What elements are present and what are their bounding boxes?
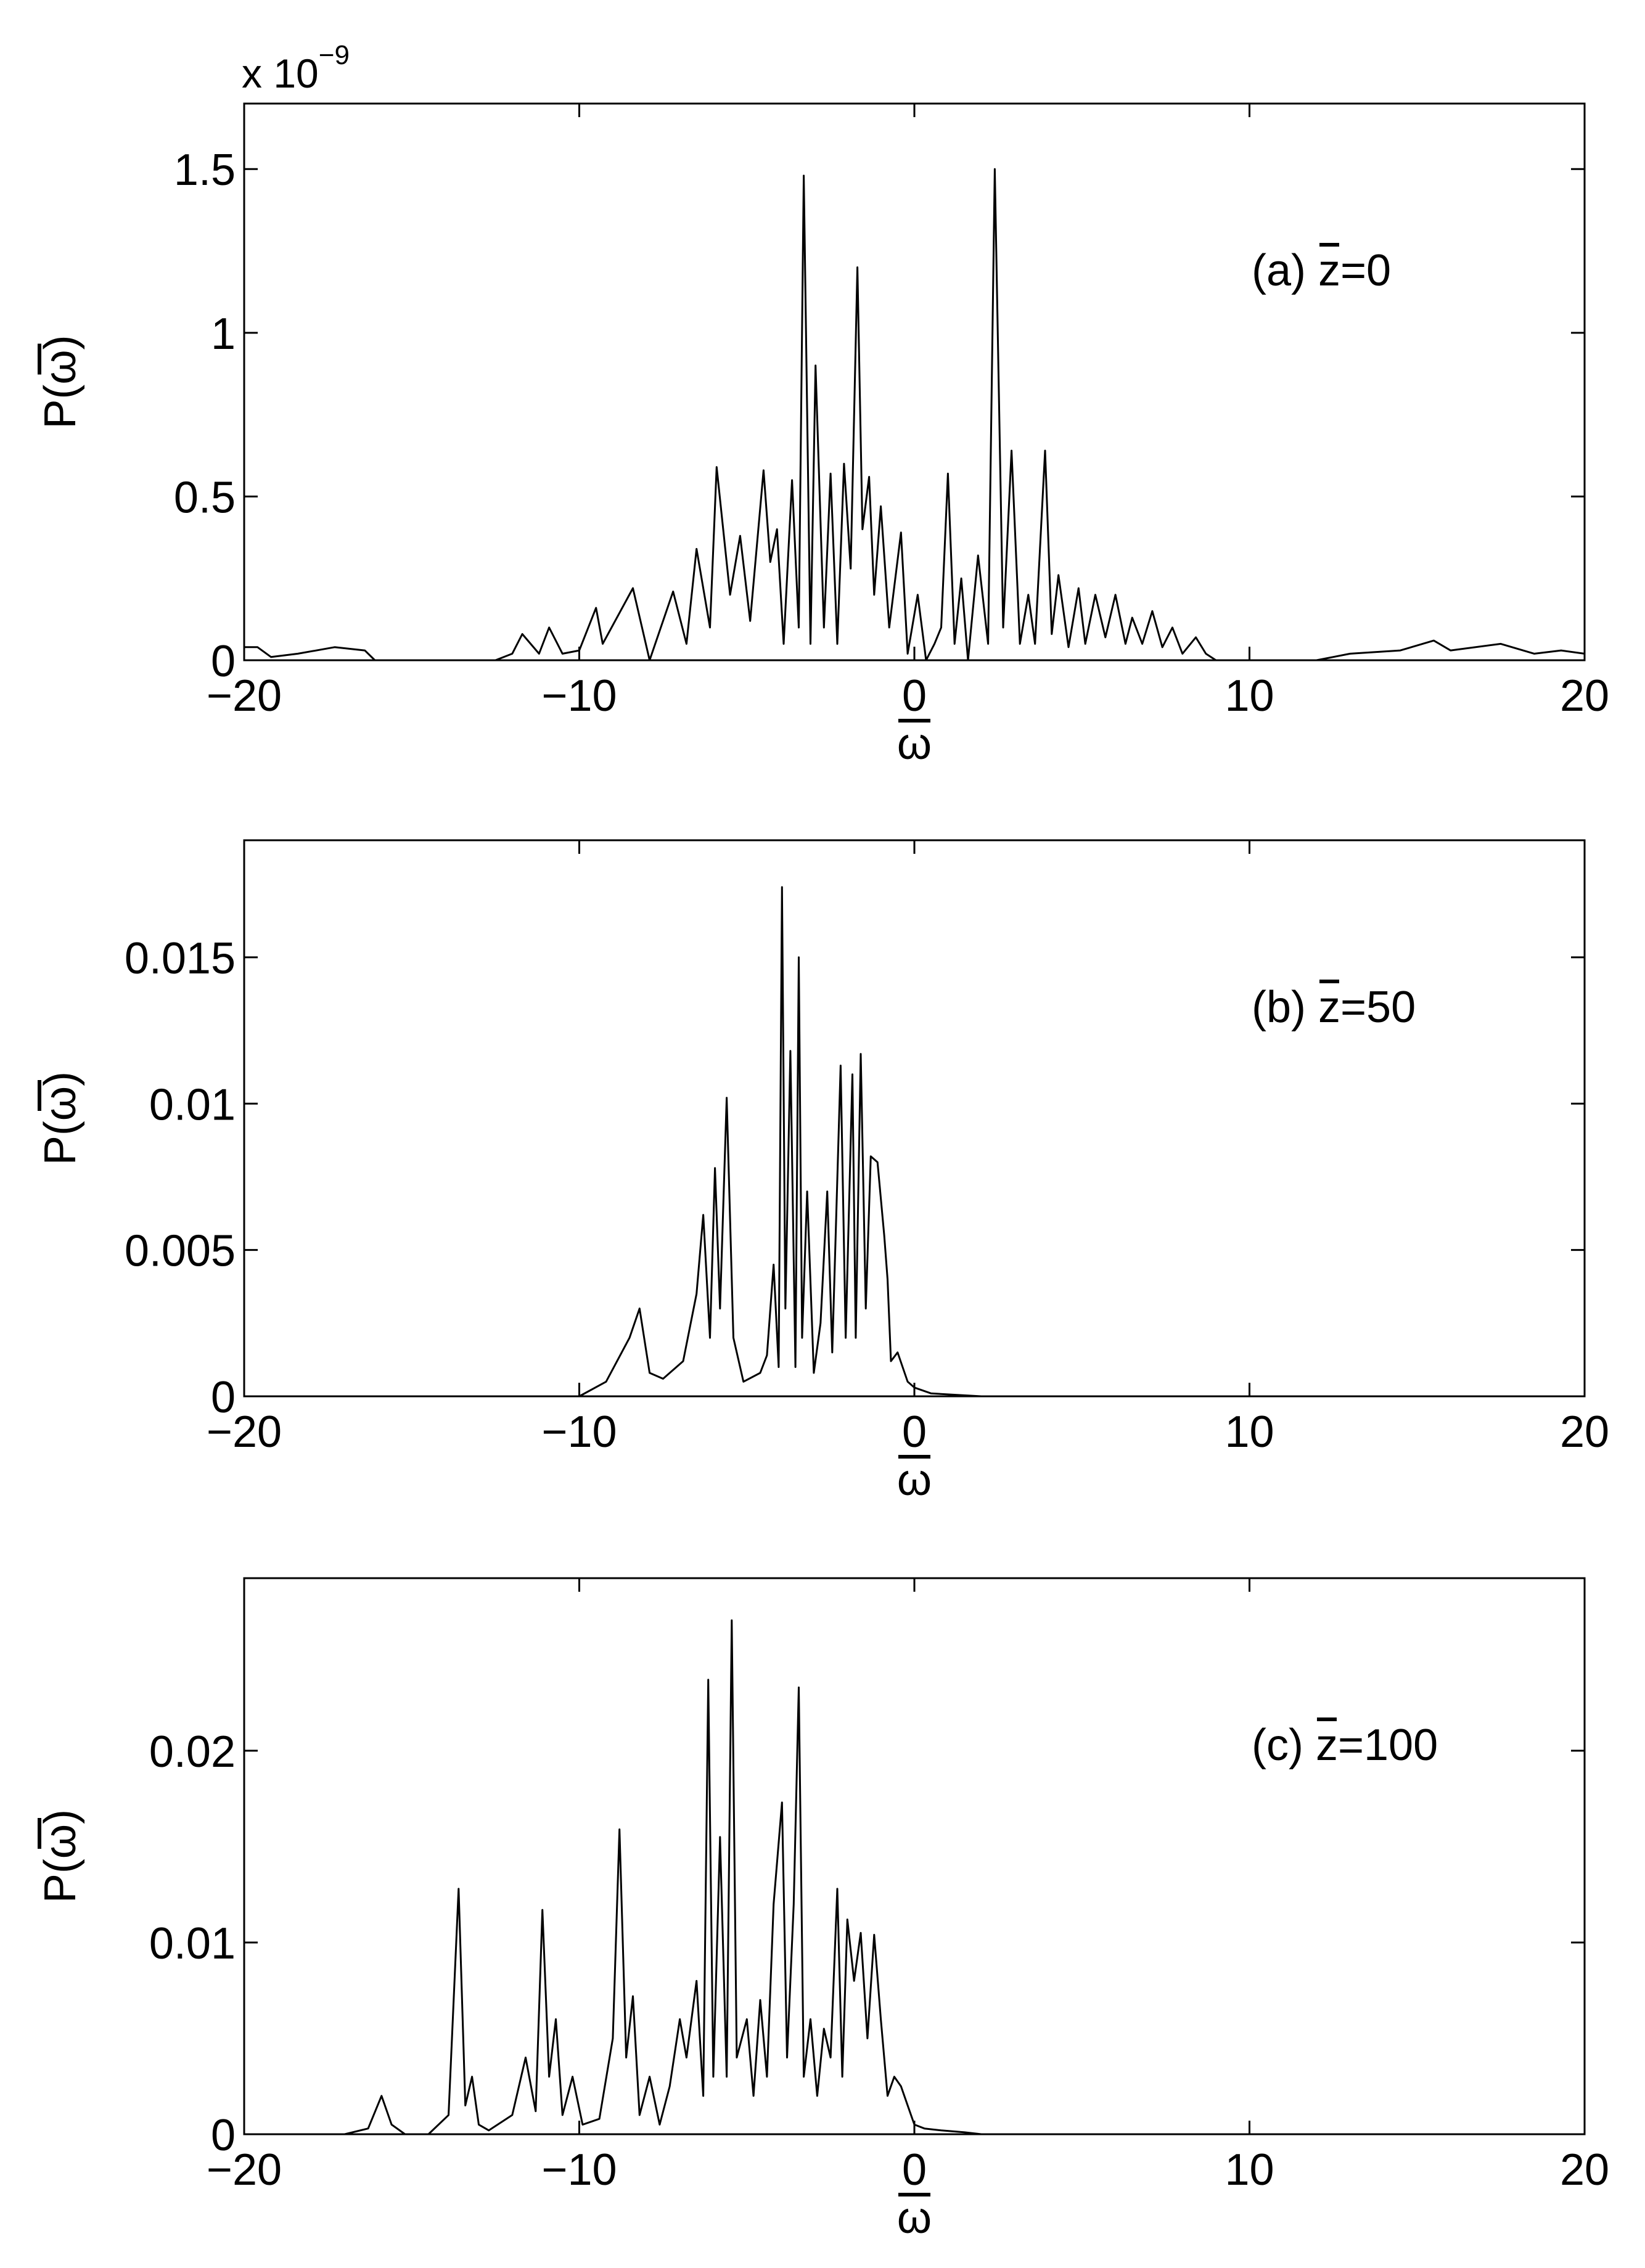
y-tick-label: 0 [211,637,236,686]
annotation-value: =0 [1340,246,1391,295]
x-tick-label: 0 [902,1407,927,1457]
x-tick-label: 10 [1225,1407,1274,1457]
annotation-value: =100 [1338,1721,1438,1770]
y-tick-label: 1.5 [174,145,236,195]
annotation-value: =50 [1340,983,1416,1032]
panel-a: −20 −10 0 10 20 0 0.5 1 1.5 ω P(ω) (a) z=0 x 10−9 [36,40,1609,769]
series-line [244,168,1585,661]
plot-frame [243,1577,1586,2135]
x-tick-label: 10 [1225,2145,1274,2195]
x-axis-title: ω [897,719,932,769]
annotation-prefix: (a) [1252,246,1318,295]
x-tick-label: −20 [207,671,282,721]
x-tick-label: −20 [207,2145,282,2195]
x-tick-label: 0 [902,2145,927,2195]
y-tick-label: 0 [211,2111,236,2160]
x-axis-title: ω [897,1455,932,1505]
x-tick-label: −10 [541,1407,617,1457]
annotation-var: z [1318,983,1340,1032]
panel-annotation: (b) z=50 [1252,983,1416,1032]
y-exponent-label: x 10−9 [242,40,350,96]
y-axis-title-group: P(ω) [36,1809,85,1903]
y-tick-label: 0.015 [125,934,236,983]
y-tick-label: 0.5 [174,473,236,522]
y-axis-title: P(ω) [36,335,85,428]
panel-annotation: (c) z=100 [1252,1721,1438,1770]
panel-c: −20 −10 0 10 20 0 0.01 0.02 ω P(ω) (c) z=100 [36,1577,1609,2243]
panel-annotation: (a) z=0 [1252,246,1391,295]
y-axis-title-group: P(ω) [36,1071,85,1165]
x-tick-label: −10 [541,2145,617,2195]
plot-frame [243,839,1586,1398]
x-tick-label: −20 [207,1407,282,1457]
annotation-prefix: (c) [1252,1721,1316,1770]
annotation-var: z [1316,1721,1338,1770]
x-tick-label: 20 [1560,2145,1609,2195]
panel-b: −20 −10 0 10 20 0 0.005 0.01 0.015 ω P(ω) (b) z=50 [36,839,1609,1505]
x-tick-label: 10 [1225,671,1274,721]
exponent-base: x 10 [242,51,319,96]
series-line [244,886,1585,1398]
annotation-prefix: (b) [1252,983,1318,1032]
annotation-var: z [1318,246,1340,295]
y-tick-label: 0 [211,1373,236,1422]
y-axis-title: P(ω) [36,1071,85,1165]
y-tick-label: 0.01 [149,1080,236,1129]
x-tick-label: 20 [1560,1407,1609,1457]
x-tick-label: −10 [541,671,617,721]
x-axis-title: ω [897,2193,932,2243]
exponent-power: −9 [319,40,350,70]
plot-frame [243,102,1586,661]
x-tick-label: 0 [902,671,927,721]
y-axis-title-group: P(ω) [36,335,85,428]
series-line [244,1619,1585,2135]
y-tick-label: 0.005 [125,1227,236,1276]
y-axis-title: P(ω) [36,1809,85,1903]
y-tick-label: 0.01 [149,1919,236,1968]
y-tick-label: 1 [211,309,236,359]
x-tick-label: 20 [1560,671,1609,721]
y-tick-label: 0.02 [149,1727,236,1777]
